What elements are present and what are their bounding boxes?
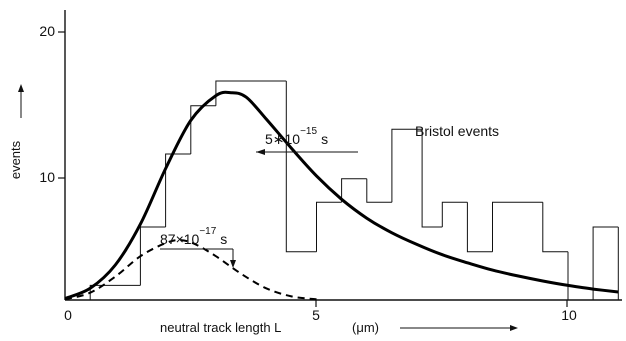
x-tick-label-5: 5 xyxy=(312,307,320,323)
y-tick-label-10: 10 xyxy=(39,169,55,185)
histogram-bin-4 xyxy=(190,105,216,154)
y-tick-label-20: 20 xyxy=(39,23,55,39)
x-axis-arrowhead xyxy=(510,325,518,331)
annotation-5e-15: 5∗10−15 s xyxy=(265,126,328,147)
histogram-bin-17 xyxy=(567,251,594,301)
legend-bristol-events: Bristol events xyxy=(415,123,499,139)
annotation-5e-15-arrowhead xyxy=(256,149,265,155)
histogram-bin-15 xyxy=(492,201,543,252)
annotation-87e-17-arrowhead xyxy=(230,260,236,268)
curves xyxy=(64,90,619,301)
histogram-bin-11 xyxy=(391,128,423,203)
histogram-bin-18 xyxy=(592,226,619,300)
y-axis-arrowhead xyxy=(18,84,24,92)
histogram-bin-5 xyxy=(215,80,241,106)
histogram-bin-10 xyxy=(366,178,392,203)
x-axis-unit: (μm) xyxy=(352,320,379,335)
x-tick-label-0: 0 xyxy=(64,307,72,323)
x-axis-label: neutral track length L xyxy=(160,320,281,335)
histogram-bristol-events xyxy=(65,80,619,301)
histogram-bin-9 xyxy=(341,178,367,203)
curve-dashed-87e-17 xyxy=(64,239,317,301)
histogram-bin-13 xyxy=(441,201,468,227)
histogram-bin-12 xyxy=(421,129,443,228)
histogram-bin-3 xyxy=(165,153,191,227)
histogram-bin-14 xyxy=(466,202,493,253)
y-axis-label: events xyxy=(8,140,23,179)
histogram-bin-1 xyxy=(89,284,141,300)
curve-solid-5e-15 xyxy=(64,90,619,300)
histogram-bin-16 xyxy=(542,202,568,253)
x-tick-label-10: 10 xyxy=(561,307,577,323)
histogram-bin-8 xyxy=(316,201,342,252)
histogram-bin-7 xyxy=(285,81,317,253)
annotation-87e-17: 87×10−17 s xyxy=(160,226,227,247)
